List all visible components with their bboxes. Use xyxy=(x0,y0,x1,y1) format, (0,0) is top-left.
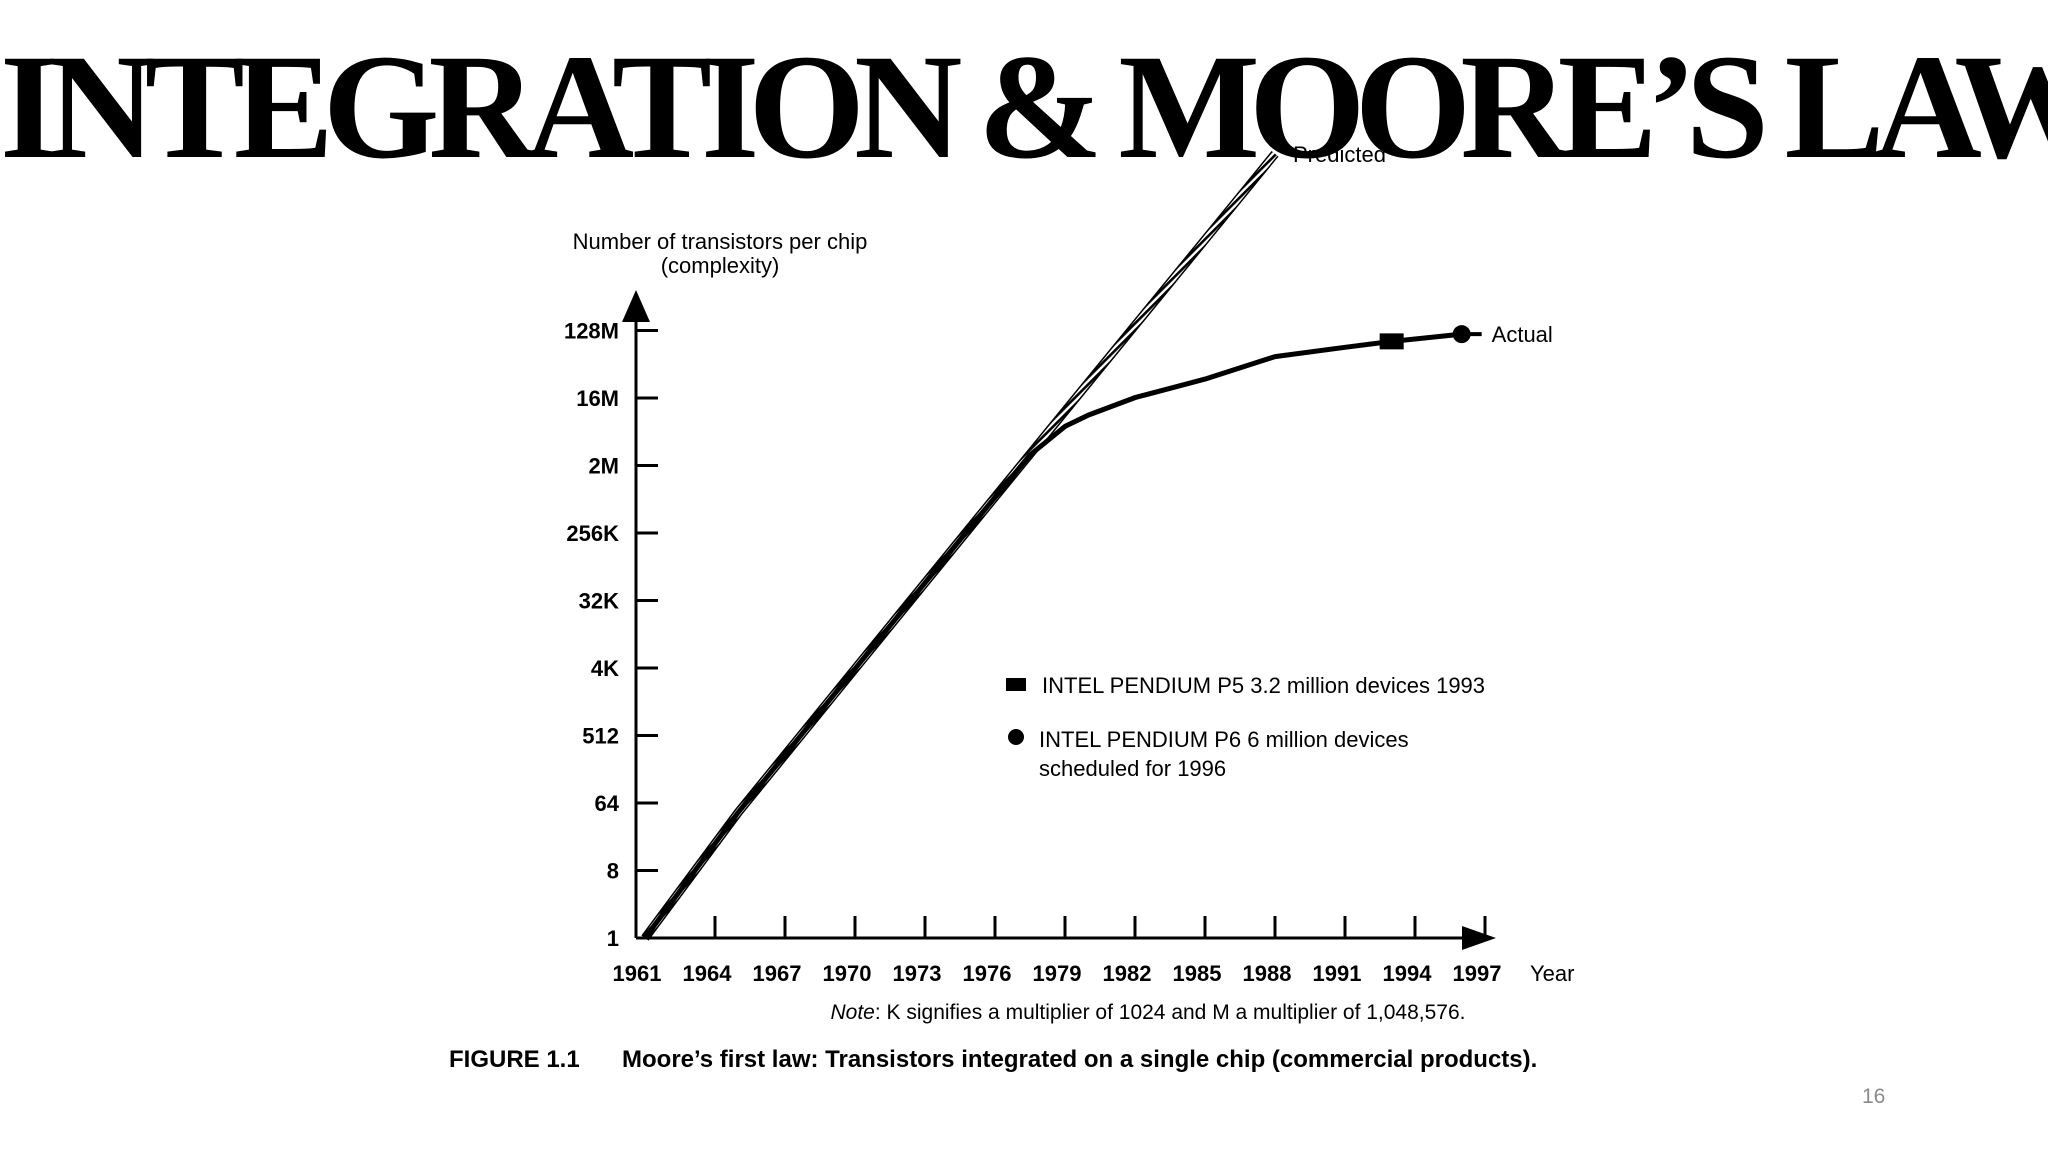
x-tick-label: 1982 xyxy=(1103,961,1152,986)
y-tick-label: 64 xyxy=(595,791,620,816)
y-tick-label: 512 xyxy=(582,724,619,749)
legend-p5-text: INTEL PENDIUM P5 3.2 million devices 199… xyxy=(1042,673,1485,698)
y-tick-label: 16M xyxy=(576,386,619,411)
figure-caption-text: Moore’s first law: Transistors integrate… xyxy=(622,1046,1537,1073)
y-tick-label: 4K xyxy=(591,656,619,681)
predicted-label: Predicted xyxy=(1293,142,1386,167)
y-tick-label: 2M xyxy=(588,454,619,479)
x-tick-label: 1988 xyxy=(1243,961,1292,986)
x-tick-label: 1976 xyxy=(963,961,1012,986)
slide-title: INTEGRATION & MOORE’S LAW: xyxy=(0,24,2048,190)
y-tick-label: 32K xyxy=(579,589,619,614)
y-tick-label: 8 xyxy=(607,859,619,884)
x-axis-title: Year xyxy=(1530,961,1574,986)
x-tick-label: 1991 xyxy=(1313,961,1362,986)
y-axis-arrowhead xyxy=(622,290,650,322)
legend-circle-marker xyxy=(1008,729,1024,745)
legend-p6-text-line2: scheduled for 1996 xyxy=(1039,756,1226,781)
x-tick-label: 1970 xyxy=(823,961,872,986)
x-tick-label: 1964 xyxy=(683,961,733,986)
y-axis-title-line1: Number of transistors per chip xyxy=(573,229,868,254)
note-text: : K signifies a multiplier of 1024 and M… xyxy=(875,1001,1466,1024)
legend-p6-text-line1: INTEL PENDIUM P6 6 million devices xyxy=(1039,727,1409,752)
y-tick-label: 128M xyxy=(564,319,619,344)
actual-label: Actual xyxy=(1492,322,1553,347)
page-number: 16 xyxy=(1862,1085,1886,1108)
x-ticks: 1961 1964 1967 1970 1973 1976 1979 1982 1985 1988… xyxy=(613,916,1502,986)
note-prefix: Note xyxy=(830,1001,874,1024)
figure-caption-label: FIGURE 1.1 xyxy=(449,1046,580,1073)
series-layer: Predicted Actual xyxy=(641,142,1553,941)
p6-marker xyxy=(1452,325,1471,344)
y-axis-title-line2: (complexity) xyxy=(661,253,780,278)
x-tick-label: 1967 xyxy=(753,961,802,986)
x-tick-label: 1961 xyxy=(613,961,662,986)
legend-square-marker xyxy=(1006,678,1026,691)
x-tick-label: 1973 xyxy=(893,961,942,986)
y-tick-label: 1 xyxy=(607,926,619,951)
p5-marker xyxy=(1379,333,1404,350)
x-tick-label: 1985 xyxy=(1173,961,1222,986)
x-tick-label: 1994 xyxy=(1383,961,1433,986)
y-ticks: 1 8 64 512 4K 32K 256K 2M 16M 128M xyxy=(564,319,658,951)
y-tick-label: 256K xyxy=(566,521,619,546)
x-tick-label: 1997 xyxy=(1453,961,1502,986)
chart-note: Note: K signifies a multiplier of 1024 a… xyxy=(830,1001,1465,1024)
x-tick-label: 1979 xyxy=(1033,961,1082,986)
x-axis-arrowhead xyxy=(1462,926,1496,950)
actual-line xyxy=(642,331,1462,940)
